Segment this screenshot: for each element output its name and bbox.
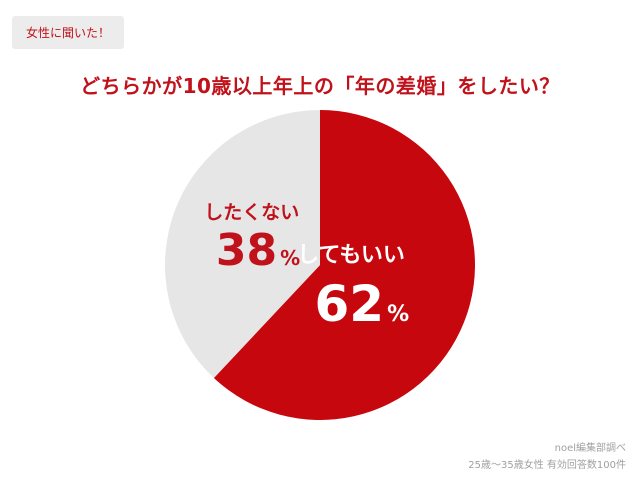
slice-label-0: してもいい <box>297 243 405 268</box>
source-badge: 女性に聞いた！ <box>12 16 125 49</box>
slice-value-0: 62% <box>315 275 410 333</box>
pie-slice-0 <box>213 110 475 421</box>
slice-value-1: 38% <box>216 225 300 276</box>
slice-label-1: したくない <box>204 202 299 224</box>
credit-note: noel編集部調べ 25歳〜35歳女性 有効回答数100件 <box>468 440 626 474</box>
pie-slice-1 <box>165 110 320 378</box>
chart-title: どちらかが10歳以上年上の「年の差婚」をしたい？ <box>80 74 560 98</box>
credit-line-1: noel編集部調べ <box>554 443 626 454</box>
credit-line-2: 25歳〜35歳女性 有効回答数100件 <box>468 460 626 471</box>
